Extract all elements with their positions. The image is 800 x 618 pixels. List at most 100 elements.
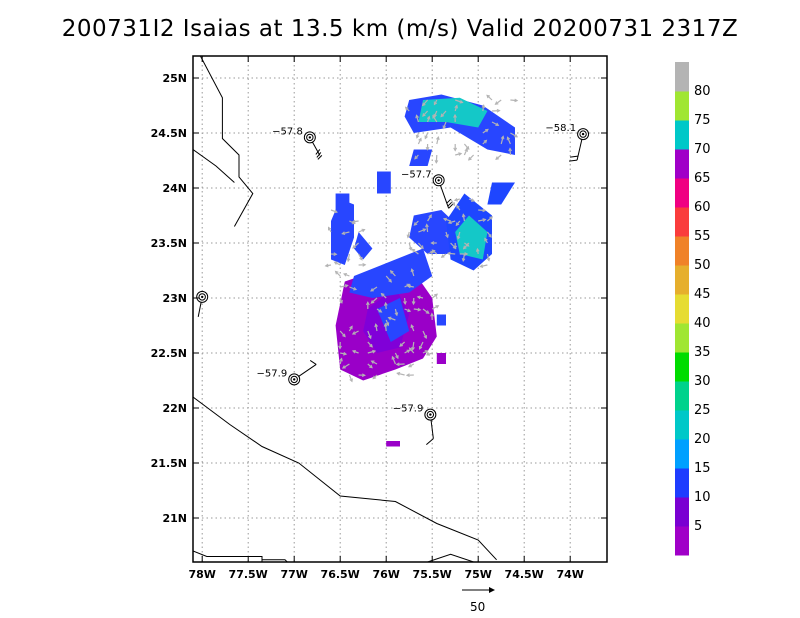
wind-vector: [390, 270, 396, 277]
coastlines: [193, 56, 497, 562]
station-marker-ring: [306, 133, 314, 142]
y-tick-label: 23.5N: [151, 237, 187, 250]
wind-vector: [510, 99, 518, 102]
wind-vector: [480, 264, 488, 268]
y-tick-label: 21N: [162, 512, 187, 525]
colorbar-swatch: [675, 149, 689, 179]
y-tick-label: 22.5N: [151, 347, 187, 360]
wind-vector-head: [413, 222, 418, 226]
station-marker-ring: [579, 130, 587, 138]
wind-vector-head: [394, 312, 399, 317]
wind-vector-head: [344, 284, 349, 288]
wind-vector-head: [334, 270, 339, 275]
colorbar-swatch: [675, 62, 689, 92]
wind-vector-head: [415, 114, 419, 119]
wind-vector-head: [406, 234, 411, 239]
wind-vector: [432, 115, 438, 123]
station-plot: −58.1: [545, 123, 590, 162]
wind-vector: [352, 242, 359, 249]
wind-vector-head: [453, 197, 458, 202]
wind-vector-head: [351, 331, 356, 335]
colorbar-label: 65: [694, 171, 711, 186]
x-tick-label: 75.5W: [413, 568, 452, 581]
wind-vector-head: [442, 125, 447, 130]
wind-vector-head: [410, 268, 415, 273]
wind-vector-head: [408, 347, 413, 352]
wind-vector-head: [454, 104, 458, 109]
wind-vector: [349, 286, 357, 291]
wind-vector-head: [430, 312, 434, 317]
station-marker-ring: [290, 375, 298, 384]
wind-vector-head: [421, 102, 426, 107]
wind-vector: [510, 132, 518, 138]
wind-vector: [463, 242, 470, 250]
wind-vector: [457, 231, 461, 240]
wind-vector-head: [471, 198, 476, 202]
wind-vector-head: [465, 146, 470, 150]
colorbar-label: 50: [694, 258, 711, 273]
wind-vector-head: [383, 301, 388, 306]
wind-vector: [415, 115, 419, 123]
wind-vector-head: [423, 335, 427, 340]
station-plot: −57.8: [272, 126, 323, 160]
wind-vector-head: [431, 249, 436, 254]
wind-vector-head: [436, 135, 440, 141]
wind-vector-head: [389, 270, 394, 274]
wind-vector-head: [426, 115, 431, 120]
wind-vector: [443, 218, 451, 222]
wind-vector-head: [391, 355, 396, 360]
wind-vector-head: [333, 261, 338, 265]
wind-vector-head: [370, 300, 375, 304]
wind-vector-head: [328, 226, 332, 231]
wind-vector-head: [486, 94, 491, 99]
wind-vector: [431, 305, 439, 310]
reference-vector-label: 50: [470, 600, 485, 614]
wind-vector-head: [411, 346, 415, 351]
colorbar-label: 70: [694, 142, 711, 157]
wind-vector-head: [408, 246, 413, 252]
wind-vector-head: [369, 343, 373, 348]
colorbar-swatch: [675, 468, 689, 498]
station-marker-ring: [198, 293, 206, 301]
station-plot: −57.7: [401, 169, 453, 209]
wind-vector: [462, 253, 465, 262]
wind-vector: [367, 330, 372, 339]
colorbar-label: 30: [694, 374, 711, 389]
wind-vector-head: [365, 301, 370, 306]
wind-vector-head: [486, 257, 491, 262]
wind-vector-head: [407, 363, 412, 368]
wind-vector-head: [341, 231, 346, 235]
wind-vector-head: [339, 299, 343, 304]
wind-vector-head: [483, 139, 488, 144]
coastline: [193, 550, 263, 562]
station-label: −58.1: [545, 123, 576, 134]
wind-vector-head: [430, 241, 435, 245]
colorbar-label: 10: [694, 490, 711, 505]
wind-vector-head: [428, 214, 432, 219]
wind-vector-head: [485, 128, 489, 133]
wind-vector-head: [361, 228, 366, 233]
wind-vector-head: [434, 159, 439, 164]
colorbar-swatch: [675, 439, 689, 469]
wind-vector: [408, 242, 412, 251]
wind-vector-head: [395, 355, 399, 360]
wind-vector-head: [362, 262, 367, 267]
station-marker-center: [201, 295, 204, 299]
wind-vector: [417, 242, 424, 249]
colorbar-label: 80: [694, 84, 711, 99]
wind-vector: [348, 374, 353, 382]
wind-vector-head: [500, 135, 505, 140]
colorbar-label: 75: [694, 113, 711, 128]
wind-vector: [450, 242, 457, 249]
wind-vector: [330, 209, 338, 213]
wind-vector: [486, 253, 490, 261]
wind-vector: [342, 231, 350, 235]
wind-vector: [375, 324, 378, 332]
wind-vector-head: [383, 322, 388, 327]
wind-vector: [462, 214, 465, 222]
velocity-patch: [436, 314, 446, 326]
wind-vector: [385, 275, 392, 283]
wind-vector-head: [411, 301, 416, 306]
y-tick-label: 23N: [162, 292, 187, 305]
